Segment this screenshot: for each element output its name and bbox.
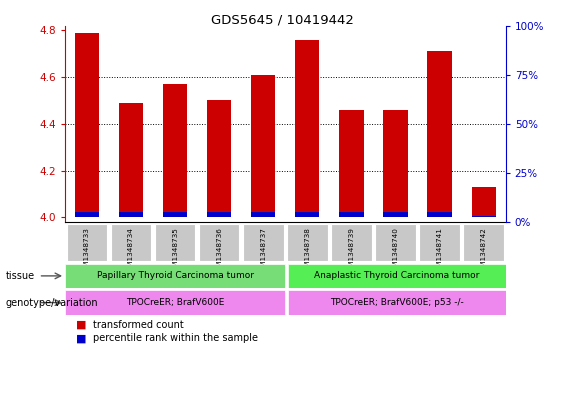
Bar	[384, 110, 407, 217]
Text: GSM1348738: GSM1348738	[305, 227, 310, 276]
Bar	[287, 224, 328, 261]
Text: percentile rank within the sample: percentile rank within the sample	[93, 333, 258, 343]
Text: GDS5645 / 10419442: GDS5645 / 10419442	[211, 14, 354, 27]
Bar	[75, 212, 99, 217]
Bar	[65, 290, 285, 315]
Text: genotype/variation: genotype/variation	[6, 298, 98, 308]
Text: GSM1348735: GSM1348735	[172, 227, 178, 276]
Bar	[340, 212, 363, 217]
Bar	[375, 224, 416, 261]
Bar	[251, 75, 275, 217]
Bar	[119, 103, 143, 217]
Text: GSM1348742: GSM1348742	[481, 227, 486, 276]
Bar	[419, 224, 460, 261]
Bar	[472, 187, 496, 217]
Bar	[163, 84, 187, 217]
Text: GSM1348737: GSM1348737	[260, 227, 266, 276]
Bar	[199, 224, 240, 261]
Text: Papillary Thyroid Carcinoma tumor: Papillary Thyroid Carcinoma tumor	[97, 272, 254, 280]
Bar	[111, 224, 151, 261]
Text: GSM1348741: GSM1348741	[437, 227, 442, 276]
Bar	[295, 212, 319, 217]
Bar	[295, 40, 319, 217]
Bar	[288, 264, 506, 288]
Text: TPOCreER; BrafV600E: TPOCreER; BrafV600E	[126, 298, 224, 307]
Bar	[163, 212, 187, 217]
Text: GSM1348739: GSM1348739	[349, 227, 354, 276]
Bar	[207, 100, 231, 217]
Text: TPOCreER; BrafV600E; p53 -/-: TPOCreER; BrafV600E; p53 -/-	[330, 298, 463, 307]
Text: ■: ■	[76, 333, 87, 343]
Bar	[472, 216, 496, 217]
Text: GSM1348740: GSM1348740	[393, 227, 398, 276]
Bar	[243, 224, 284, 261]
Text: GSM1348734: GSM1348734	[128, 227, 134, 276]
Text: ■: ■	[76, 320, 87, 330]
Bar	[288, 290, 506, 315]
Bar	[428, 51, 451, 217]
Bar	[331, 224, 372, 261]
Bar	[75, 33, 99, 217]
Bar	[463, 224, 504, 261]
Bar	[155, 224, 195, 261]
Bar	[340, 110, 363, 217]
Bar	[67, 224, 107, 261]
Bar	[251, 212, 275, 217]
Text: transformed count: transformed count	[93, 320, 184, 330]
Bar	[384, 212, 407, 217]
Text: GSM1348736: GSM1348736	[216, 227, 222, 276]
Bar	[65, 264, 285, 288]
Bar	[428, 212, 451, 217]
Text: tissue: tissue	[6, 271, 35, 281]
Text: Anaplastic Thyroid Carcinoma tumor: Anaplastic Thyroid Carcinoma tumor	[314, 272, 479, 280]
Bar	[119, 212, 143, 217]
Text: GSM1348733: GSM1348733	[84, 227, 90, 276]
Bar	[207, 212, 231, 217]
